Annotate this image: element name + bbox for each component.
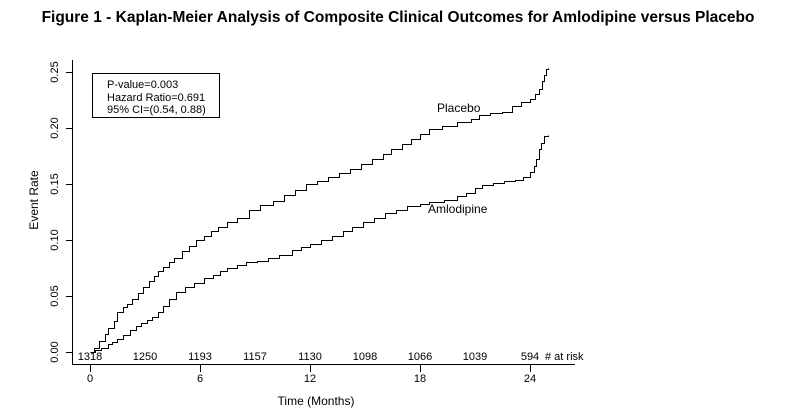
- p-value-text: P-value=0.003: [107, 79, 179, 91]
- risk-count-month-3: 1250: [132, 351, 158, 363]
- x-tick-label-18: 18: [413, 373, 427, 385]
- risk-count-month-9: 1157: [243, 351, 267, 363]
- x-tick-label-24: 24: [523, 373, 537, 385]
- placebo-curve: [90, 68, 549, 353]
- x-tick-label-6: 6: [196, 373, 204, 385]
- figure-title: Figure 1 - Kaplan-Meier Analysis of Comp…: [41, 9, 755, 26]
- risk-count-month-21: 1039: [462, 351, 488, 363]
- x-tick-label-0: 0: [86, 373, 94, 385]
- risk-count-month-24: 594: [520, 351, 540, 363]
- placebo-curve-label: Placebo: [437, 101, 481, 115]
- stats-annotation-box: P-value=0.003 Hazard Ratio=0.691 95% CI=…: [92, 73, 220, 118]
- axis-lines: [72, 60, 575, 365]
- risk-caption: # at risk: [545, 351, 584, 363]
- amlodipine-curve-label: Amlodipine: [428, 202, 488, 216]
- y-tick-label-0.15: 0.15: [49, 173, 61, 195]
- y-tick-label-0.20: 0.20: [49, 117, 61, 139]
- y-tick-label-0.25: 0.25: [49, 61, 61, 83]
- risk-count-month-12: 1130: [298, 351, 322, 363]
- y-tick-label-0.10: 0.10: [49, 229, 61, 251]
- hazard-ratio-text: Hazard Ratio=0.691: [107, 91, 206, 104]
- confidence-interval-text: 95% CI=(0.54, 0.88): [107, 104, 206, 116]
- risk-count-month-18: 1066: [407, 351, 433, 363]
- amlodipine-curve: [90, 135, 549, 353]
- risk-count-month-15: 1098: [352, 351, 378, 363]
- x-tick-label-12: 12: [303, 373, 317, 385]
- y-axis-title: Event Rate: [27, 170, 41, 230]
- y-tick-label-0.00: 0.00: [49, 341, 61, 363]
- x-axis-title: Time (Months): [277, 394, 355, 408]
- y-tick-label-0.05: 0.05: [49, 285, 61, 307]
- risk-count-month-0: 1318: [77, 351, 103, 363]
- risk-count-month-6: 1193: [188, 351, 212, 363]
